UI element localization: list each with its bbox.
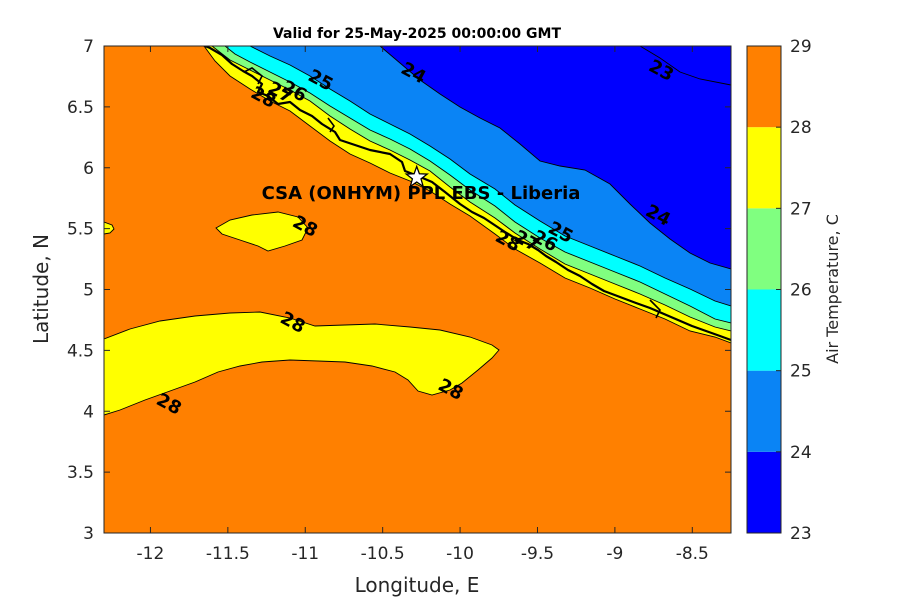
x-tick-label: -10	[446, 544, 474, 564]
y-tick-label: 5	[83, 281, 94, 301]
colorbar-label: Air Temperature, C	[823, 214, 842, 364]
temperature-field	[104, 46, 731, 533]
colorbar-band	[747, 46, 781, 128]
contour-28	[203, 46, 731, 344]
band-23-24	[380, 46, 731, 269]
x-tick-label: -11	[291, 544, 319, 564]
colorbar-band	[747, 451, 781, 533]
y-tick-label: 4	[83, 402, 94, 422]
y-tick-label: 3.5	[67, 463, 94, 483]
colorbar-band	[747, 289, 781, 371]
x-axis-label: Longitude, E	[355, 573, 480, 597]
x-tick-label: -9	[606, 544, 623, 564]
colorbar-tick-label: 28	[790, 118, 812, 138]
contour-26	[224, 46, 731, 324]
colorbar-tick-label: 27	[790, 199, 812, 219]
contour-25	[249, 46, 731, 307]
band-27-28-island-left-edge	[104, 221, 115, 235]
colorbar-band	[747, 208, 781, 290]
colorbar-tick-label: 24	[790, 443, 812, 463]
colorbar-tick-label: 25	[790, 362, 812, 382]
band-23-24-upper-left-contour	[639, 46, 731, 86]
station-marker-group: CSA (ONHYM) PPL EBS - Liberia	[262, 164, 581, 204]
station-label: CSA (ONHYM) PPL EBS - Liberia	[262, 183, 581, 204]
band-27-28-island-south	[104, 311, 500, 416]
contour-lines	[203, 46, 731, 344]
y-tick-label: 4.5	[67, 341, 94, 361]
colorbar-tick-label: 23	[790, 524, 812, 544]
y-axis-ticks: 3 3.5 4 4.5 5 5.5 6 6.5 7	[67, 37, 731, 544]
colorbar-band	[747, 127, 781, 209]
y-tick-label: 6.5	[67, 98, 94, 118]
x-tick-label: -8.5	[676, 544, 709, 564]
x-tick-label: -11.5	[206, 544, 250, 564]
contour-27	[211, 46, 731, 332]
chart-title: Valid for 25-May-2025 00:00:00 GMT	[273, 26, 561, 42]
y-axis-label: Latitude, N	[29, 234, 53, 344]
coastline-inlet	[243, 67, 661, 319]
contour-24	[379, 46, 731, 270]
colorbar: 23 24 25 26 27 28 29	[746, 37, 812, 544]
colorbar-tick-label: 29	[790, 37, 812, 57]
band-27-28-island-mid	[215, 211, 309, 252]
x-tick-label: -12	[137, 544, 165, 564]
y-tick-label: 5.5	[67, 220, 94, 240]
x-axis-ticks: -12 -11.5 -11 -10.5 -10 -9.5 -9 -8.5	[137, 46, 709, 564]
x-tick-label: -9.5	[521, 544, 554, 564]
x-tick-label: -10.5	[361, 544, 405, 564]
y-tick-label: 6	[83, 159, 94, 179]
station-star-icon[interactable]	[404, 164, 430, 188]
y-tick-label: 7	[83, 37, 94, 57]
colorbar-tick-label: 26	[790, 281, 812, 301]
coastline	[202, 46, 731, 342]
colorbar-band	[747, 370, 781, 452]
y-tick-label: 3	[83, 524, 94, 544]
